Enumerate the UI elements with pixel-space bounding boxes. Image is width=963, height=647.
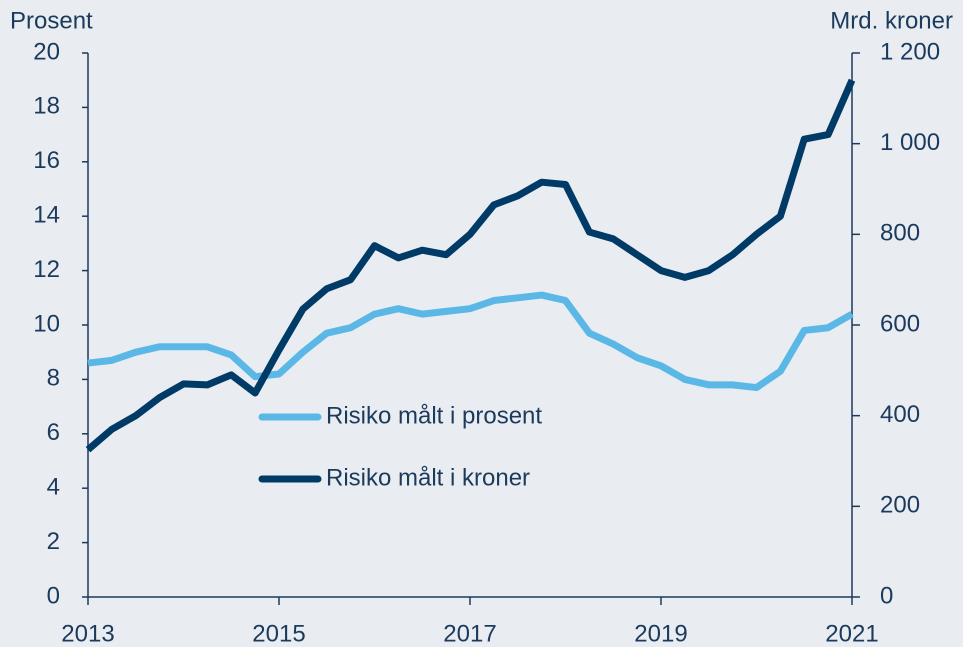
y-tick-label: 14 (33, 202, 60, 229)
y2-tick-label: 1 000 (880, 129, 940, 156)
x-tick-label: 2019 (634, 620, 687, 647)
legend-label: Risiko målt i prosent (326, 402, 542, 429)
y2-axis-title: Mrd. kroner (830, 7, 953, 34)
y2-tick-label: 600 (880, 310, 920, 337)
y2-tick-label: 1 200 (880, 38, 940, 65)
y-tick-label: 0 (47, 582, 60, 609)
y-tick-label: 2 (47, 528, 60, 555)
y-tick-label: 20 (33, 38, 60, 65)
y2-tick-label: 800 (880, 220, 920, 247)
y2-tick-label: 0 (880, 582, 893, 609)
y-tick-label: 4 (47, 474, 60, 501)
legend-label: Risiko målt i kroner (326, 464, 530, 491)
x-tick-label: 2021 (825, 620, 878, 647)
y-tick-label: 12 (33, 256, 60, 283)
y-axis-title: Prosent (10, 7, 93, 34)
x-tick-label: 2017 (443, 620, 496, 647)
y-tick-label: 10 (33, 310, 60, 337)
series-line (87, 291, 854, 392)
y2-tick-label: 400 (880, 401, 920, 428)
y-tick-label: 18 (33, 93, 60, 120)
y2-tick-label: 200 (880, 492, 920, 519)
x-tick-label: 2013 (61, 620, 114, 647)
y-tick-label: 16 (33, 147, 60, 174)
x-tick-label: 2015 (252, 620, 305, 647)
y-tick-label: 8 (47, 365, 60, 392)
y-tick-label: 6 (47, 419, 60, 446)
series-line (85, 78, 856, 453)
